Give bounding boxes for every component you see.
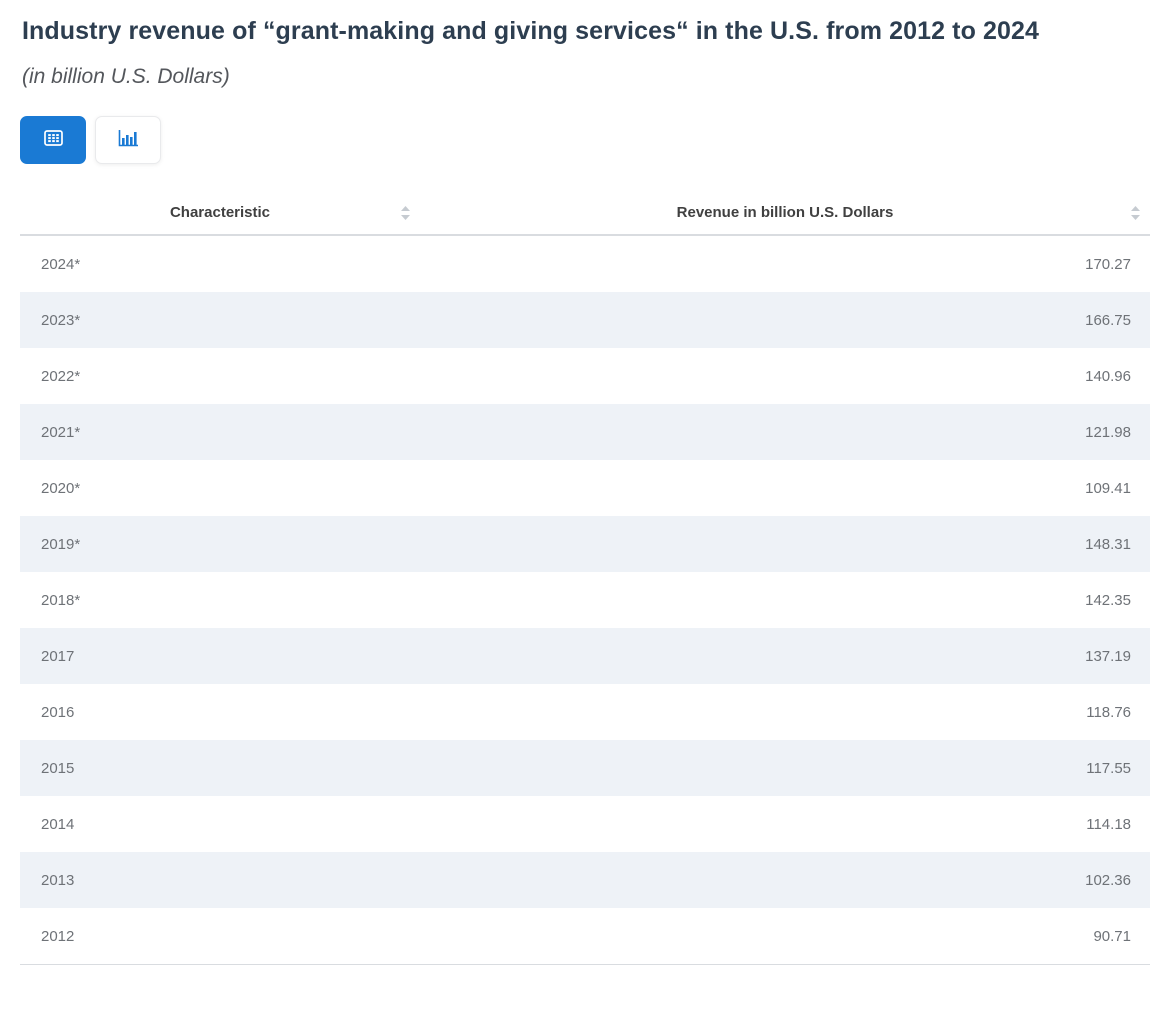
page-subtitle: (in billion U.S. Dollars) bbox=[22, 65, 230, 88]
data-table: Characteristic Revenue in billion U.S. D… bbox=[20, 191, 1150, 965]
row-characteristic: 2014 bbox=[41, 815, 75, 833]
table-row: 2019* 148.31 bbox=[20, 516, 1150, 572]
column-header-label: Revenue in billion U.S. Dollars bbox=[676, 204, 894, 221]
table-row: 2021* 121.98 bbox=[20, 404, 1150, 460]
row-characteristic: 2015 bbox=[41, 759, 75, 777]
table-header-row: Characteristic Revenue in billion U.S. D… bbox=[20, 191, 1150, 236]
bar-chart-icon bbox=[117, 128, 139, 153]
table-row: 2022* 140.96 bbox=[20, 348, 1150, 404]
row-characteristic: 2024* bbox=[41, 255, 81, 273]
table-row: 2017 137.19 bbox=[20, 628, 1150, 684]
view-toggle bbox=[20, 116, 1150, 164]
row-characteristic: 2017 bbox=[41, 647, 75, 665]
row-value: 140.96 bbox=[1085, 367, 1131, 385]
sort-icon[interactable] bbox=[1131, 205, 1140, 220]
row-characteristic: 2021* bbox=[41, 423, 81, 441]
row-value: 142.35 bbox=[1085, 591, 1131, 609]
row-characteristic: 2020* bbox=[41, 479, 81, 497]
row-value: 109.41 bbox=[1085, 479, 1131, 497]
row-value: 166.75 bbox=[1085, 311, 1131, 329]
row-value: 137.19 bbox=[1085, 647, 1131, 665]
row-value: 114.18 bbox=[1086, 815, 1131, 833]
row-characteristic: 2016 bbox=[41, 703, 75, 721]
table-row: 2015 117.55 bbox=[20, 740, 1150, 796]
chart-view-button[interactable] bbox=[95, 116, 161, 164]
row-value: 117.55 bbox=[1086, 759, 1131, 777]
table-body: 2024* 170.27 2023* 166.75 2022* 140.96 2… bbox=[20, 236, 1150, 965]
sort-icon[interactable] bbox=[401, 205, 410, 220]
column-header-characteristic[interactable]: Characteristic bbox=[20, 191, 420, 234]
row-value: 121.98 bbox=[1085, 423, 1131, 441]
column-header-label: Characteristic bbox=[169, 204, 271, 221]
row-value: 170.27 bbox=[1085, 255, 1131, 273]
table-row: 2012 90.71 bbox=[20, 908, 1150, 964]
table-row: 2020* 109.41 bbox=[20, 460, 1150, 516]
table-grid-icon bbox=[43, 128, 64, 153]
page-title: Industry revenue of “grant-making and gi… bbox=[22, 17, 1040, 45]
table-row: 2013 102.36 bbox=[20, 852, 1150, 908]
row-characteristic: 2019* bbox=[41, 535, 81, 553]
column-header-revenue[interactable]: Revenue in billion U.S. Dollars bbox=[420, 191, 1150, 234]
row-value: 90.71 bbox=[1093, 927, 1131, 945]
table-row: 2016 118.76 bbox=[20, 684, 1150, 740]
table-row: 2014 114.18 bbox=[20, 796, 1150, 852]
row-value: 102.36 bbox=[1085, 871, 1131, 889]
row-characteristic: 2022* bbox=[41, 367, 81, 385]
row-characteristic: 2018* bbox=[41, 591, 81, 609]
table-view-button[interactable] bbox=[20, 116, 86, 164]
row-value: 148.31 bbox=[1085, 535, 1131, 553]
table-row: 2023* 166.75 bbox=[20, 292, 1150, 348]
row-characteristic: 2012 bbox=[41, 927, 75, 945]
row-characteristic: 2013 bbox=[41, 871, 75, 889]
table-row: 2018* 142.35 bbox=[20, 572, 1150, 628]
table-row: 2024* 170.27 bbox=[20, 236, 1150, 292]
row-value: 118.76 bbox=[1086, 703, 1131, 721]
row-characteristic: 2023* bbox=[41, 311, 81, 329]
